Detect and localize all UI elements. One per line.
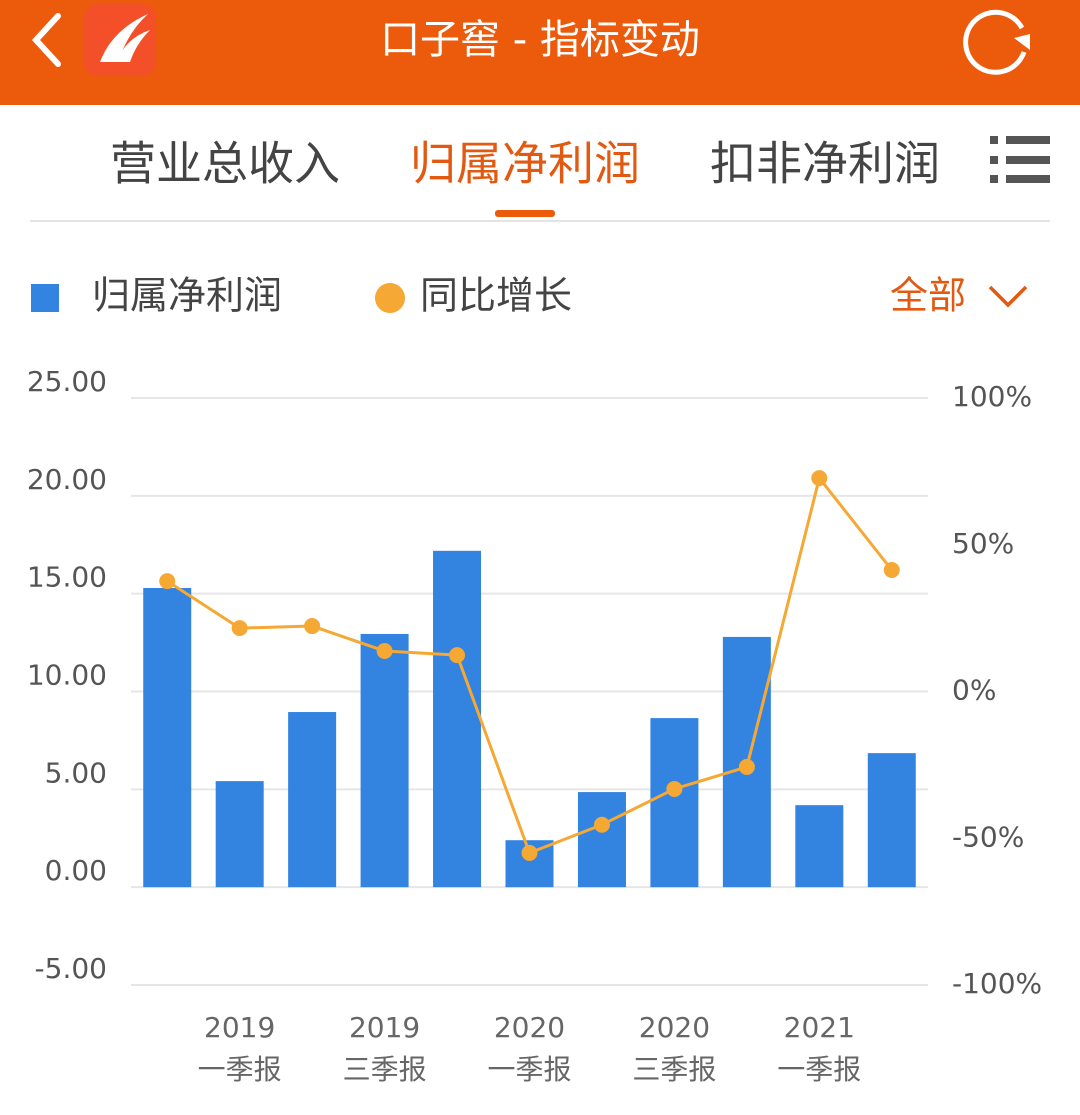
line-point [811,470,828,487]
y-tick-label: 0.00 [45,854,107,887]
x-tick-label: 2019 [349,1011,420,1044]
legend-label: 归属净利润 [92,274,282,318]
menu-button[interactable] [990,136,1050,183]
x-tick-label: 三季报 [632,1053,716,1086]
line-point [231,620,248,637]
x-tick-label: 一季报 [198,1053,282,1086]
bar [577,792,626,888]
x-tick-label: 2020 [639,1011,710,1044]
x-tick-label: 2021 [784,1011,855,1044]
header-bar [0,0,1080,105]
line-point [159,573,176,590]
refresh-button[interactable] [963,9,1030,75]
legend-label: 同比增长 [420,274,572,318]
filter-chevron[interactable] [988,285,1028,308]
y2-tick-label: 50% [952,527,1014,560]
y2-tick-label: -50% [952,820,1024,853]
bar [650,718,699,888]
x-tick-label: 一季报 [777,1053,861,1086]
line-point [593,816,610,833]
bar [360,633,409,888]
y-tick-label: 15.00 [27,561,107,594]
y-tick-label: -5.00 [35,952,107,985]
bar [288,712,337,888]
x-tick-label: 三季报 [343,1053,427,1086]
active-tab-indicator [495,210,555,217]
legend-swatch [31,284,59,312]
bar [433,550,482,888]
line-point [521,844,538,861]
header-title: 口子窖 - 指标变动 [380,17,700,63]
line [166,474,893,855]
x-tick-label: 一季报 [487,1053,571,1086]
tab[interactable]: 归属净利润 [410,137,640,191]
bar [215,781,264,888]
y-tick-label: 25.00 [27,365,107,398]
tab[interactable]: 扣非净利润 [710,137,940,191]
y2-tick-label: -100% [952,967,1042,1000]
logo-mark [100,14,150,62]
y-tick-label: 5.00 [45,756,107,789]
y-tick-label: 10.00 [27,659,107,692]
bar [143,587,192,888]
x-tick-label: 2019 [204,1011,275,1044]
line-point [883,561,900,578]
tab[interactable]: 营业总收入 [110,137,340,191]
y2-tick-label: 0% [952,674,996,707]
line-point [738,758,755,775]
line-point [304,618,321,635]
back-button[interactable] [31,13,61,67]
legend-swatch [375,283,405,313]
line-point [449,647,466,664]
filter-label[interactable]: 全部 [890,274,966,318]
y2-tick-label: 100% [952,380,1032,413]
line-point [376,642,393,659]
bar [795,805,844,888]
y-tick-label: 20.00 [27,463,107,496]
x-tick-label: 2020 [494,1011,565,1044]
line-point [666,780,683,797]
bar [867,753,916,888]
